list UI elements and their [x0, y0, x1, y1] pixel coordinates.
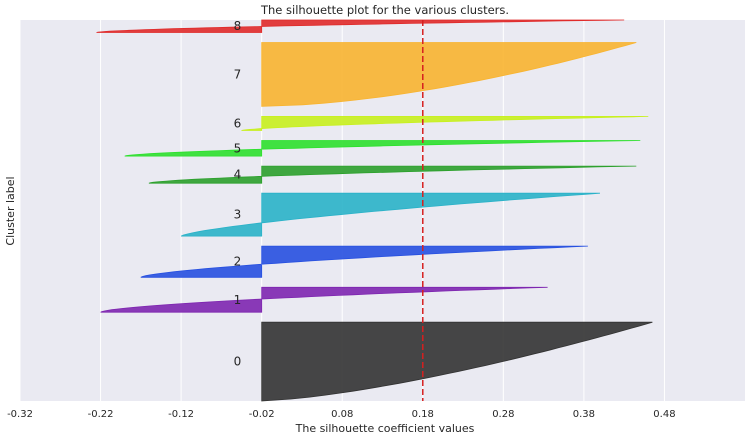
- cluster-label-1: 1: [234, 293, 242, 307]
- cluster-1-silhouette: [100, 286, 548, 313]
- x-tick-label: -0.12: [168, 409, 194, 420]
- cluster-label-2: 2: [234, 255, 242, 269]
- x-tick-label: 0.08: [331, 409, 353, 420]
- cluster-label-0: 0: [234, 355, 242, 369]
- y-axis-label: Cluster label: [4, 176, 17, 245]
- cluster-labels: 0 1 2 3 4 5 6 7 8: [234, 19, 242, 368]
- cluster-label-4: 4: [234, 168, 242, 182]
- cluster-label-7: 7: [234, 67, 242, 81]
- x-axis-label: The silhouette coefficient values: [295, 422, 475, 435]
- cluster-6-silhouette: [241, 116, 649, 131]
- cluster-label-8: 8: [234, 19, 242, 33]
- cluster-silhouettes: [96, 19, 653, 402]
- x-tick-label: 0.18: [412, 409, 434, 420]
- cluster-3-silhouette: [180, 192, 601, 237]
- x-tick-label: -0.02: [249, 409, 275, 420]
- cluster-2-silhouette: [140, 245, 588, 278]
- cluster-label-3: 3: [234, 208, 242, 222]
- cluster-label-6: 6: [234, 116, 242, 130]
- cluster-label-5: 5: [234, 141, 242, 155]
- chart-title: The silhouette plot for the various clus…: [260, 3, 509, 17]
- cluster-0-silhouette: [261, 321, 653, 402]
- x-tick-label: -0.32: [7, 409, 33, 420]
- cluster-5-silhouette: [124, 140, 641, 157]
- x-tick-label: 0.38: [573, 409, 595, 420]
- x-tick-labels: -0.32 -0.22 -0.12 -0.02 0.08 0.18 0.28 0.38 0.48: [7, 409, 676, 420]
- x-tick-label: 0.48: [653, 409, 675, 420]
- cluster-4-silhouette: [148, 165, 637, 184]
- cluster-8-silhouette: [96, 19, 625, 33]
- x-tick-label: -0.22: [88, 409, 114, 420]
- cluster-7-silhouette: [261, 42, 637, 107]
- x-tick-label: 0.28: [492, 409, 514, 420]
